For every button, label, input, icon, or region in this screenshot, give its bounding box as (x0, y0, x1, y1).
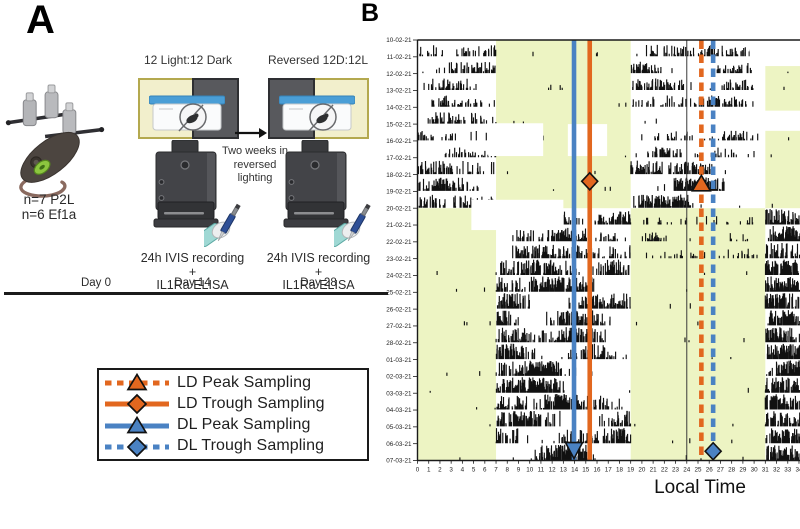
svg-text:16: 16 (594, 467, 602, 474)
cage2-title: Reversed 12D:12L (267, 53, 369, 67)
dl-peak-line-sample (105, 415, 169, 433)
svg-text:14: 14 (571, 467, 579, 474)
legend-label: LD Trough Sampling (177, 394, 325, 412)
svg-text:24-02-21: 24-02-21 (386, 273, 412, 280)
svg-text:9: 9 (517, 467, 521, 474)
svg-text:20: 20 (638, 467, 646, 474)
legend-item: DL Peak Sampling (103, 415, 363, 436)
svg-text:18: 18 (616, 467, 624, 474)
panel-a-label: A (26, 0, 55, 42)
svg-text:27: 27 (717, 467, 725, 474)
svg-text:02-03-21: 02-03-21 (386, 374, 412, 381)
legend-box: LD Peak Sampling LD Trough Sampling DL P… (97, 368, 369, 461)
svg-text:04-03-21: 04-03-21 (386, 407, 412, 414)
svg-text:6: 6 (483, 467, 487, 474)
svg-text:30: 30 (751, 467, 759, 474)
svg-text:23: 23 (672, 467, 680, 474)
svg-text:22: 22 (661, 467, 669, 474)
timeline-day28: Day 28 (300, 277, 337, 289)
svg-text:1: 1 (427, 467, 431, 474)
cohort-caption: n=7 P2L n=6 Ef1a (21, 192, 77, 222)
pipette-hand-icon (334, 203, 371, 247)
ivis2-caption: 24h IVIS recording + IL1Ra ELISA (266, 251, 371, 292)
svg-text:14-02-21: 14-02-21 (386, 104, 412, 111)
svg-text:34: 34 (795, 467, 800, 474)
dl-trough-line-sample (105, 436, 169, 457)
svg-text:05-03-21: 05-03-21 (386, 424, 412, 431)
mouse-cage-icon (279, 95, 355, 132)
timeline-day14: Day 14 (174, 277, 211, 289)
x-axis-title: Local Time (654, 477, 746, 498)
ld-trough-line-sample (105, 394, 169, 415)
svg-text:20-02-21: 20-02-21 (386, 205, 412, 212)
svg-text:26-02-21: 26-02-21 (386, 306, 412, 313)
svg-text:32: 32 (773, 467, 781, 474)
legend-label: DL Peak Sampling (177, 416, 311, 434)
svg-text:10: 10 (526, 467, 534, 474)
svg-text:15: 15 (582, 467, 590, 474)
svg-text:23-02-21: 23-02-21 (386, 256, 412, 263)
svg-text:2: 2 (438, 467, 442, 474)
legend-label: LD Peak Sampling (177, 373, 312, 391)
svg-text:29: 29 (739, 467, 747, 474)
svg-text:18-02-21: 18-02-21 (386, 172, 412, 179)
svg-text:15-02-21: 15-02-21 (386, 121, 412, 128)
pipette-hand-icon (204, 203, 241, 247)
svg-text:07-03-21: 07-03-21 (386, 458, 412, 465)
svg-text:11-02-21: 11-02-21 (387, 54, 412, 61)
mouse-illustration (5, 84, 105, 198)
svg-text:13: 13 (560, 467, 568, 474)
svg-text:4: 4 (461, 467, 465, 474)
svg-text:21-02-21: 21-02-21 (386, 222, 412, 229)
timeline-day0: Day 0 (80, 277, 112, 289)
svg-text:24: 24 (683, 467, 691, 474)
legend-item: LD Peak Sampling (103, 372, 363, 393)
cage1-title: 12 Light:12 Dark (143, 53, 233, 67)
svg-text:17: 17 (605, 467, 613, 474)
svg-text:26: 26 (706, 467, 714, 474)
svg-text:19-02-21: 19-02-21 (386, 189, 412, 196)
arrow-right-icon (235, 128, 267, 138)
svg-text:7: 7 (494, 467, 498, 474)
svg-text:3: 3 (449, 467, 453, 474)
svg-text:22-02-21: 22-02-21 (386, 239, 412, 246)
vials-icon (22, 84, 77, 135)
svg-text:31: 31 (762, 467, 770, 474)
svg-text:03-03-21: 03-03-21 (386, 390, 412, 397)
svg-text:25: 25 (694, 467, 702, 474)
svg-text:06-03-21: 06-03-21 (386, 441, 412, 448)
svg-text:13-02-21: 13-02-21 (386, 88, 412, 95)
svg-text:16-02-21: 16-02-21 (386, 138, 412, 145)
svg-text:8: 8 (506, 467, 510, 474)
svg-text:19: 19 (627, 467, 635, 474)
transition-note: Two weeks in reversed lighting (221, 145, 289, 184)
mouse-body-icon (19, 131, 80, 198)
svg-text:17-02-21: 17-02-21 (386, 155, 412, 162)
svg-text:12: 12 (549, 467, 557, 474)
svg-text:10-02-21: 10-02-21 (386, 37, 412, 44)
legend-item: LD Trough Sampling (103, 393, 363, 415)
ivis-machine-icon (283, 140, 349, 228)
svg-text:21: 21 (650, 467, 658, 474)
legend-label: DL Trough Sampling (177, 437, 325, 455)
svg-text:12-02-21: 12-02-21 (386, 71, 412, 78)
ld-peak-line-sample (105, 372, 169, 391)
legend-item: DL Trough Sampling (103, 436, 363, 457)
svg-text:25-02-21: 25-02-21 (386, 290, 412, 297)
ivis-machine-icon (153, 140, 219, 228)
svg-text:33: 33 (784, 467, 792, 474)
panel-b-label: B (361, 0, 380, 27)
svg-text:28: 28 (728, 467, 736, 474)
svg-text:5: 5 (472, 467, 476, 474)
mouse-cage-icon (149, 95, 225, 132)
svg-text:28-02-21: 28-02-21 (386, 340, 412, 347)
timeline-axis (4, 292, 388, 295)
svg-text:0: 0 (416, 467, 420, 474)
ivis1-caption: 24h IVIS recording + IL1Ra ELISA (140, 251, 245, 292)
svg-text:01-03-21: 01-03-21 (386, 357, 412, 364)
svg-text:11: 11 (538, 467, 545, 474)
svg-text:27-02-21: 27-02-21 (386, 323, 412, 330)
